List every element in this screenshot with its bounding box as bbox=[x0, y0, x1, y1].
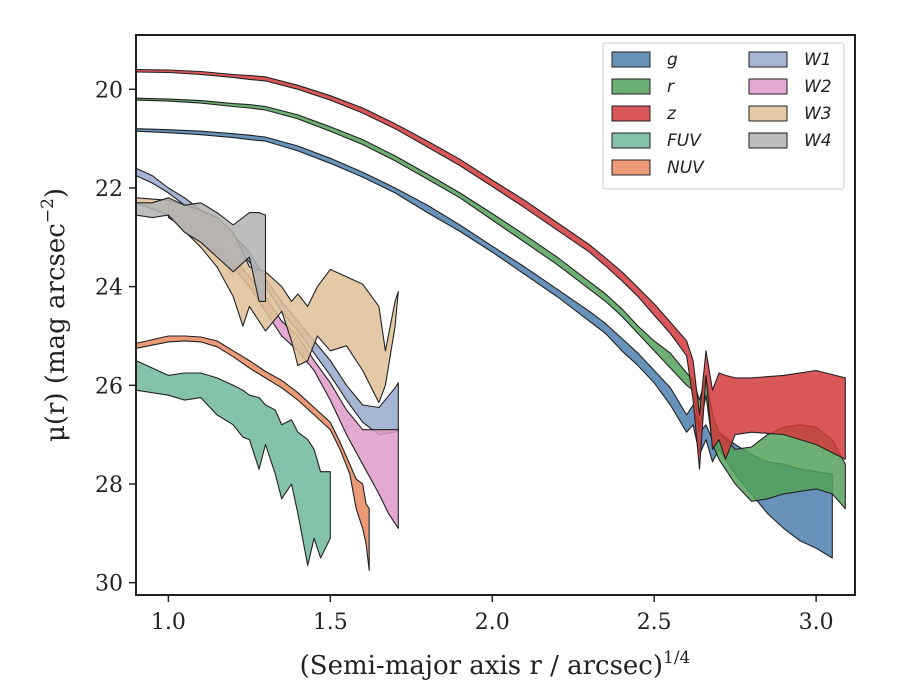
legend-swatch-w1 bbox=[748, 51, 788, 68]
x-tick-label: 2.0 bbox=[475, 610, 510, 635]
x-tick-label: 3.0 bbox=[799, 610, 834, 635]
legend-label-z: z bbox=[666, 104, 677, 124]
legend-label-r: r bbox=[667, 77, 675, 97]
legend-label-w2: W2 bbox=[804, 77, 832, 97]
series-band-nuv bbox=[136, 335, 370, 571]
legend-swatch-w3 bbox=[748, 105, 788, 122]
legend-swatch-g bbox=[611, 51, 651, 68]
legend-swatch-w2 bbox=[748, 78, 788, 95]
y-tick-label: 24 bbox=[95, 276, 123, 301]
legend-label-w1: W1 bbox=[804, 50, 832, 70]
x-tick-label: 1.5 bbox=[313, 610, 348, 635]
x-axis-title: (Semi-major axis r / arcsec)1/4 bbox=[300, 648, 691, 681]
y-axis: 20 22 24 26 28 30 bbox=[95, 78, 136, 597]
y-tick-label: 28 bbox=[95, 473, 123, 498]
legend-label-g: g bbox=[667, 50, 678, 70]
legend-swatch-r bbox=[611, 78, 651, 95]
legend-swatch-z bbox=[611, 105, 651, 122]
legend-label-fuv: FUV bbox=[667, 131, 702, 151]
x-tick-label: 1.0 bbox=[151, 610, 186, 635]
legend-label-w4: W4 bbox=[804, 131, 832, 151]
legend-swatch-fuv bbox=[611, 132, 651, 149]
legend-label-w3: W3 bbox=[804, 104, 832, 124]
legend-swatch-w4 bbox=[748, 132, 788, 149]
legend-swatch-nuv bbox=[611, 159, 651, 176]
y-tick-label: 26 bbox=[95, 374, 123, 399]
series-band-g bbox=[136, 128, 833, 559]
x-tick-label: 2.5 bbox=[637, 610, 672, 635]
x-axis: 1.0 1.5 2.0 2.5 3.0 bbox=[151, 595, 834, 635]
legend: grz FUV NUV W1 W2 W3 W4 bbox=[602, 42, 845, 190]
series-band-r bbox=[136, 97, 846, 510]
series-band-z bbox=[136, 68, 846, 470]
y-tick-label: 30 bbox=[95, 572, 123, 597]
series-layer bbox=[136, 68, 846, 571]
y-tick-label: 22 bbox=[95, 177, 123, 202]
y-tick-label: 20 bbox=[95, 78, 123, 103]
series-band-fuv bbox=[136, 360, 331, 566]
y-axis-title: μ(r) (mag arcsec−2) bbox=[38, 188, 71, 442]
series-band-w4 bbox=[136, 197, 267, 302]
legend-label-nuv: NUV bbox=[667, 158, 705, 178]
plot-frame bbox=[135, 34, 856, 596]
